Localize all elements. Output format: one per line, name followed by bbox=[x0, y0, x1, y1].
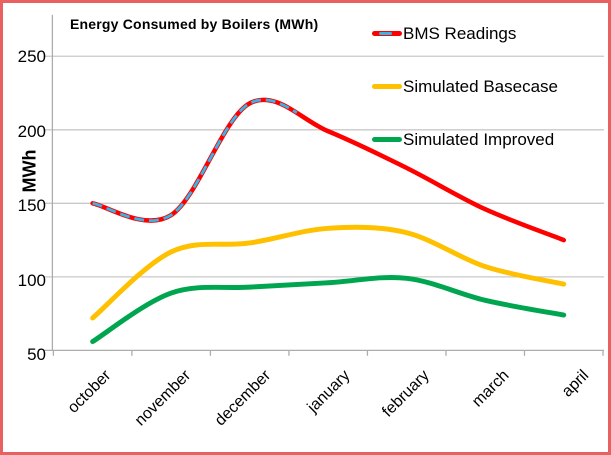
y-tick-label-100: 100 bbox=[17, 270, 46, 290]
series-line-bms-readings[interactable] bbox=[90, 97, 567, 243]
legend-swatch-overlay-dash bbox=[379, 32, 392, 35]
y-tick-label-50: 50 bbox=[27, 345, 46, 364]
series-line-simulated-basecase[interactable] bbox=[90, 224, 567, 321]
y-tick-label-200: 200 bbox=[17, 121, 46, 141]
legend-item-simulated-improved[interactable]: Simulated Improved bbox=[372, 130, 554, 149]
series-overlay-bms-readings[interactable] bbox=[92, 98, 298, 222]
series-line-simulated-improved[interactable] bbox=[90, 275, 567, 345]
chart-title: Energy Consumed by Boilers (MWh) bbox=[70, 16, 319, 32]
y-tick-label-150: 150 bbox=[17, 196, 46, 215]
legend-label: Simulated Improved bbox=[403, 130, 555, 149]
y-axis-title: MWh bbox=[19, 149, 40, 193]
legend-label: Simulated Basecase bbox=[403, 77, 558, 96]
legend-swatch-simulated-basecase bbox=[372, 84, 402, 89]
y-tick-label-250: 250 bbox=[17, 47, 46, 66]
plot-area bbox=[43, 14, 605, 356]
legend-swatch-bms-readings bbox=[372, 31, 402, 36]
legend-item-bms-readings[interactable]: BMS Readings bbox=[372, 24, 516, 43]
legend-label: BMS Readings bbox=[403, 24, 517, 43]
legend-swatch-simulated-improved bbox=[372, 137, 402, 142]
legend-item-simulated-basecase[interactable]: Simulated Basecase bbox=[372, 77, 558, 96]
